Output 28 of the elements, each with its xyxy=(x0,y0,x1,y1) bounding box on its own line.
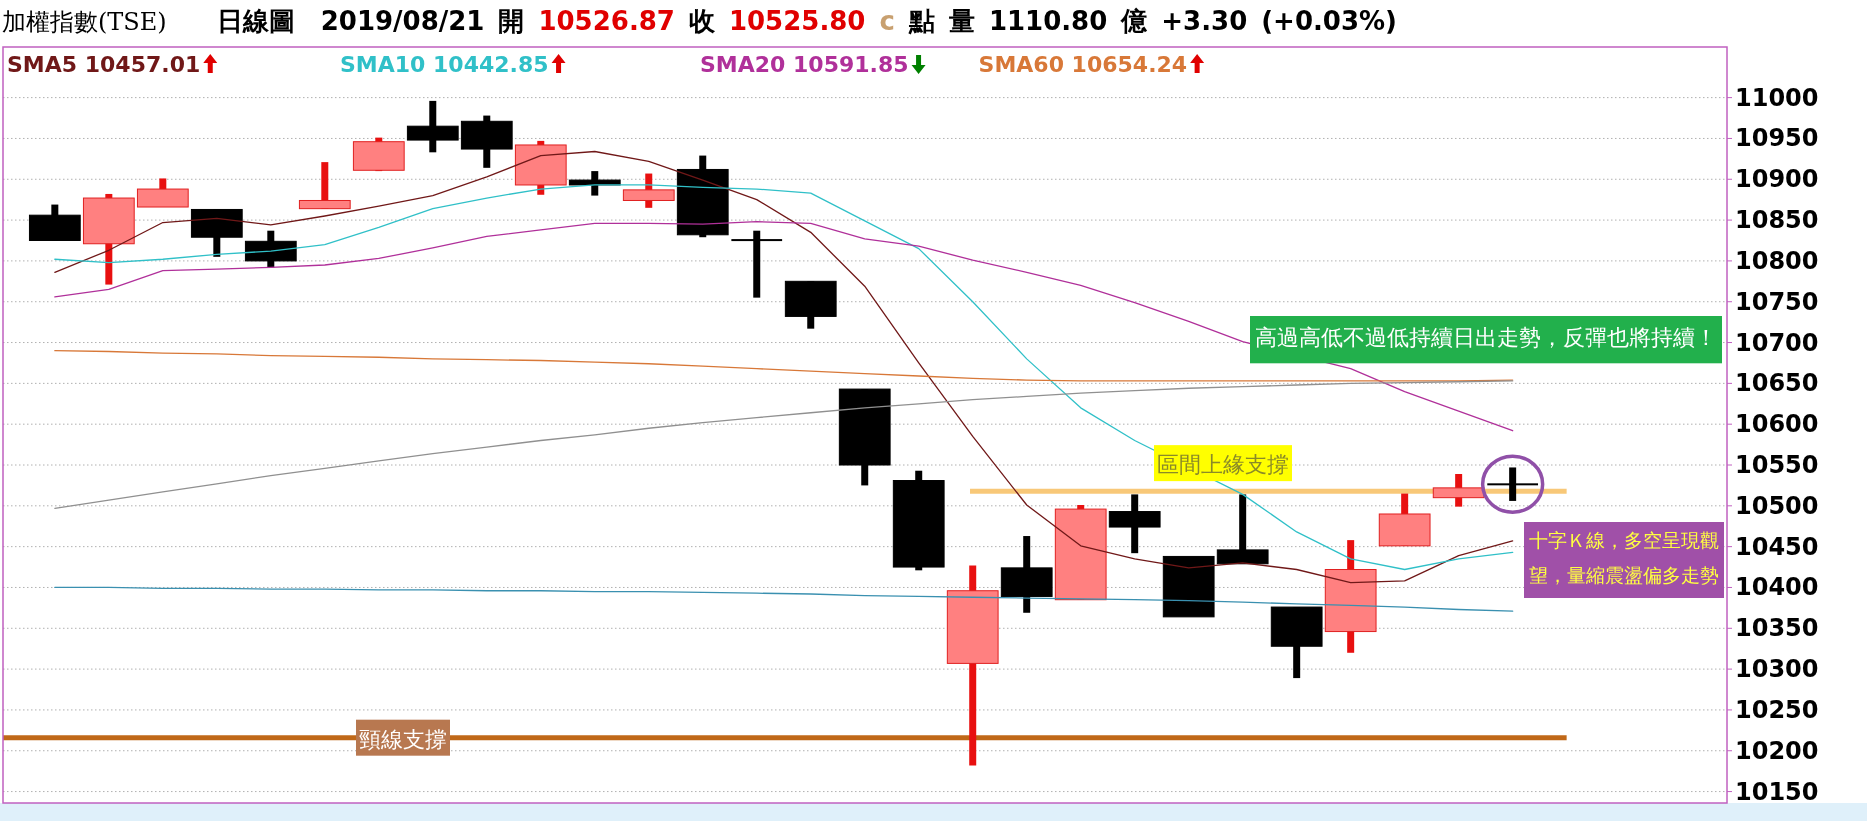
annotation: 高過高低不過低持續日出走勢，反彈也將持續！ xyxy=(1255,324,1717,350)
y-tick-label: 10950 xyxy=(1735,124,1819,153)
y-tick-label: 10200 xyxy=(1735,736,1819,765)
y-tick-label: 10900 xyxy=(1735,165,1819,194)
annotation: 十字Ｋ線，多空呈現觀望，量縮震盪偏多走勢 xyxy=(1529,528,1719,586)
y-tick-label: 10650 xyxy=(1735,369,1819,398)
y-tick-label: 10600 xyxy=(1735,410,1819,439)
y-tick-label: 11000 xyxy=(1735,83,1819,112)
ref-line-label: 頸線支撐 xyxy=(359,726,447,752)
y-tick-label: 10150 xyxy=(1735,777,1819,806)
y-tick-label: 10500 xyxy=(1735,491,1819,520)
y-tick-label: 10550 xyxy=(1735,451,1819,479)
y-tick-label: 10850 xyxy=(1735,206,1819,235)
chart-title: 加權指數(TSE) xyxy=(2,8,167,36)
line-series xyxy=(54,380,1514,509)
y-tick-label: 10300 xyxy=(1735,655,1819,684)
line-series xyxy=(54,350,1514,382)
legend: SMA5 10457.01 SMA10 10442.85 SMA20 10591.85 SMA60 10654.24 xyxy=(7,52,1205,77)
y-tick-label: 10350 xyxy=(1735,614,1819,643)
y-tick-label: 10250 xyxy=(1735,695,1819,724)
y-tick-label: 10750 xyxy=(1735,287,1819,316)
y-tick-label: 10450 xyxy=(1735,532,1819,561)
text: 日線圖 2019/08/21 開 10526.87 收 10525.80 c 點 量 1110.80 億 +3.30 (+0.03%) xyxy=(216,6,1397,36)
y-tick-label: 10400 xyxy=(1735,573,1819,602)
ref-line-label: 區間上緣支撐 xyxy=(1157,452,1289,478)
y-tick-label: 10700 xyxy=(1735,328,1819,357)
y-tick-label: 10800 xyxy=(1735,246,1819,275)
line-series xyxy=(54,586,1514,612)
